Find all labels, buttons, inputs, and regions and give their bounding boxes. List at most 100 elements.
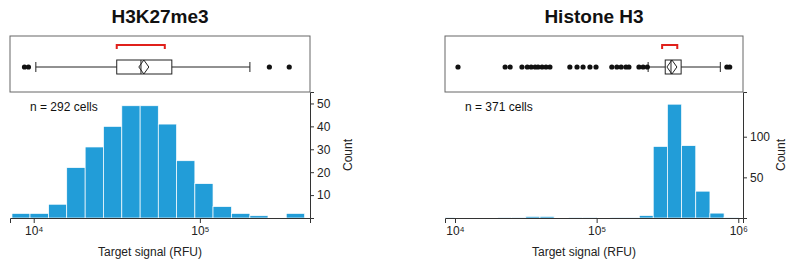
- whisker: [648, 67, 720, 68]
- whisker-cap: [249, 62, 250, 72]
- x-axis: 10⁴ 10⁵: [11, 218, 311, 238]
- tick-mark: [738, 218, 739, 223]
- histogram-bar: [653, 146, 667, 218]
- histogram-bar: [177, 161, 195, 218]
- histogram-bar: [540, 216, 554, 218]
- chart-title: H3K27me3: [111, 6, 208, 27]
- outlier: [609, 64, 614, 69]
- histogram-bar: [158, 124, 176, 218]
- histogram-bar: [625, 217, 639, 218]
- histogram-bar: [469, 218, 483, 219]
- tick: 10: [310, 188, 331, 202]
- tick-label: 50: [750, 171, 764, 185]
- outlier: [593, 64, 598, 69]
- y-axis: 50 100: [743, 93, 770, 219]
- mean-diamond: [667, 60, 677, 74]
- median-line: [140, 60, 141, 74]
- histogram-bar: [103, 126, 121, 218]
- box-panel-frame: [445, 36, 743, 92]
- histogram-bar: [85, 147, 103, 218]
- tick-mark: [310, 149, 314, 150]
- outlier: [547, 64, 552, 69]
- chart-canvas: H3K27me3 10⁴ 10⁵ 10 20 30 40 50 Target signal (R…: [0, 0, 800, 265]
- histogram-bar: [445, 217, 455, 218]
- histogram-bar: [498, 217, 512, 218]
- tick: 20: [310, 166, 331, 180]
- tick-mark: [310, 126, 314, 127]
- outlier: [287, 64, 292, 69]
- tick-mark: [597, 218, 598, 223]
- y-axis-title: Count: [341, 138, 355, 171]
- tick: 10⁵: [588, 218, 606, 238]
- x-axis-title: Target signal (RFU): [98, 245, 202, 259]
- histogram-bar: [710, 213, 724, 218]
- outlier: [574, 64, 579, 69]
- histogram-bar: [140, 106, 158, 218]
- histogram-bar: [122, 106, 140, 218]
- tick: 10⁶: [730, 218, 748, 238]
- bars: [445, 104, 738, 218]
- histogram-bar: [696, 191, 710, 218]
- tick-mark: [310, 195, 314, 196]
- x-axis-line: [446, 219, 744, 224]
- tick: 50: [743, 171, 764, 185]
- annotation: n = 292 cells: [30, 100, 98, 114]
- chart-title: Histone H3: [544, 6, 643, 27]
- histogram-bar: [213, 207, 231, 218]
- histogram-bar: [231, 213, 249, 218]
- outlier: [503, 64, 508, 69]
- outlier: [567, 64, 572, 69]
- tick: 40: [310, 120, 331, 134]
- y-axis-line: [744, 93, 748, 219]
- annotation: n = 371 cells: [465, 100, 533, 114]
- tick-label: 20: [317, 166, 331, 180]
- histogram-bar: [195, 184, 213, 218]
- mean-diamond: [139, 60, 149, 74]
- histogram-bar: [639, 216, 653, 218]
- shortest-half-bracket: [662, 45, 677, 49]
- shortest-half-bracket: [117, 45, 165, 49]
- tick: 10⁴: [25, 218, 44, 238]
- outlier: [587, 64, 592, 69]
- histogram-bar: [12, 213, 30, 218]
- tick-label: 100: [750, 130, 770, 144]
- tick: 50: [310, 97, 331, 111]
- y-axis: 10 20 30 40 50: [310, 93, 331, 219]
- tick-label: 50: [317, 97, 331, 111]
- tick: 30: [310, 143, 331, 157]
- tick: 10⁵: [191, 218, 209, 238]
- box: [665, 60, 681, 74]
- histogram-bar: [512, 217, 526, 218]
- tick-mark: [200, 218, 201, 223]
- histogram-panel: Histone H3 10⁴ 10⁵ 10⁶ 50 100 Target signal (R…: [441, 6, 788, 259]
- x-axis-line: [11, 219, 311, 224]
- tick-label: 10⁴: [446, 224, 465, 238]
- histogram-bar: [483, 218, 497, 219]
- histogram-bar: [568, 217, 582, 218]
- histogram-bar: [250, 216, 268, 218]
- tick-mark: [310, 103, 314, 104]
- y-axis-line: [311, 93, 315, 219]
- histogram-bar: [30, 213, 49, 218]
- outlier: [645, 64, 650, 69]
- histogram-bar: [554, 218, 568, 219]
- tick-label: 10: [317, 188, 331, 202]
- box-plot: [22, 45, 292, 74]
- outlier: [619, 64, 624, 69]
- tick: 10⁴: [446, 218, 465, 238]
- tick-mark: [310, 172, 314, 173]
- histogram-bar: [49, 204, 67, 218]
- outlier: [519, 64, 524, 69]
- box: [117, 60, 172, 74]
- histogram-bar: [526, 216, 540, 218]
- histogram-bar: [682, 146, 696, 218]
- tick-mark: [743, 177, 747, 178]
- outlier: [26, 64, 31, 69]
- outlier: [626, 64, 631, 69]
- tick-mark: [743, 137, 747, 138]
- x-axis-title: Target signal (RFU): [532, 245, 636, 259]
- tick-label: 10⁴: [25, 224, 44, 238]
- histogram-bar: [268, 218, 286, 219]
- outlier: [455, 64, 460, 69]
- tick-mark: [455, 218, 456, 223]
